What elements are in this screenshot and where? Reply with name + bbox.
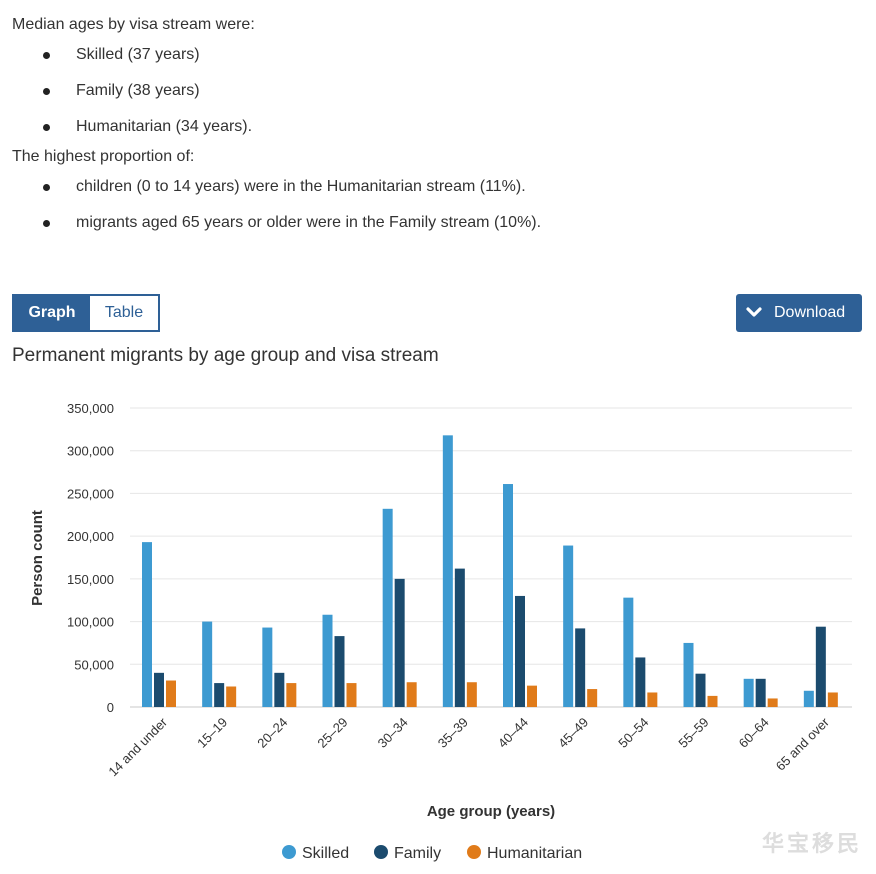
x-tick-label: 55–59 (675, 715, 711, 751)
bar-skilled-4 (382, 508, 393, 707)
x-tick-label: 35–39 (435, 715, 471, 751)
bar-family-1 (214, 683, 225, 707)
bar-skilled-9 (683, 642, 694, 707)
y-tick-label: 0 (107, 700, 114, 715)
bar-skilled-0 (142, 542, 152, 707)
bar-family-10 (755, 678, 766, 707)
bar-humanitarian-0 (166, 680, 176, 707)
x-tick-label: 15–19 (194, 715, 230, 751)
view-toggle: Graph Table (12, 294, 160, 332)
bar-skilled-7 (563, 545, 574, 707)
y-tick-label: 100,000 (67, 615, 114, 630)
list-item: Family (38 years) (12, 73, 541, 109)
x-tick-label: 30–34 (375, 715, 411, 751)
bar-family-9 (695, 673, 706, 707)
list-item: children (0 to 14 years) were in the Hum… (12, 169, 541, 205)
bar-family-3 (334, 636, 345, 707)
intro-text: Median ages by visa stream were: Skilled… (12, 13, 541, 241)
x-tick-label: 25–29 (314, 715, 350, 751)
bar-humanitarian-2 (286, 683, 297, 707)
median-ages-heading: Median ages by visa stream were: (12, 16, 255, 33)
median-ages-list: Skilled (37 years) Family (38 years) Hum… (12, 37, 541, 145)
bar-skilled-2 (262, 627, 273, 707)
bar-humanitarian-10 (767, 698, 778, 707)
bar-humanitarian-3 (346, 683, 357, 707)
bar-humanitarian-9 (707, 695, 718, 707)
bar-humanitarian-5 (466, 682, 477, 707)
bar-skilled-3 (322, 614, 333, 707)
tab-graph[interactable]: Graph (14, 296, 90, 330)
bar-skilled-1 (202, 621, 213, 707)
highest-proportion-heading: The highest proportion of: (12, 148, 195, 165)
bar-humanitarian-1 (226, 686, 237, 707)
bar-family-2 (274, 672, 285, 707)
y-tick-label: 350,000 (67, 401, 114, 416)
x-tick-label: 40–44 (495, 715, 531, 751)
y-tick-label: 200,000 (67, 529, 114, 544)
y-tick-label: 50,000 (74, 657, 114, 672)
legend-marker-family (374, 845, 388, 859)
chart-title: Permanent migrants by age group and visa… (12, 345, 439, 366)
x-tick-label: 20–24 (254, 715, 290, 751)
bar-humanitarian-6 (527, 685, 537, 707)
y-tick-label: 250,000 (67, 486, 114, 501)
x-tick-label: 60–64 (736, 715, 772, 751)
bar-family-8 (635, 657, 646, 707)
tab-table[interactable]: Table (90, 296, 158, 330)
list-item: Humanitarian (34 years). (12, 109, 541, 145)
legend-label-family: Family (394, 845, 441, 862)
x-tick-label: 50–54 (615, 715, 651, 751)
download-button[interactable]: Download (736, 294, 862, 332)
bar-skilled-11 (803, 690, 814, 707)
bar-humanitarian-8 (647, 692, 658, 707)
legend-label-humanitarian: Humanitarian (487, 845, 582, 862)
bar-family-11 (815, 626, 826, 707)
y-tick-label: 150,000 (67, 572, 114, 587)
bar-humanitarian-4 (406, 682, 417, 707)
bar-skilled-10 (743, 678, 754, 707)
bar-family-6 (515, 595, 525, 707)
x-axis-title: Age group (years) (427, 803, 555, 820)
x-tick-label: 65 and over (773, 714, 833, 774)
list-item: migrants aged 65 years or older were in … (12, 205, 541, 241)
x-tick-label: 14 and under (105, 714, 170, 779)
legend-marker-humanitarian (467, 845, 481, 859)
y-axis-title: Person count (29, 510, 46, 606)
legend-label-skilled: Skilled (302, 845, 349, 862)
bar-skilled-5 (442, 435, 453, 707)
y-tick-label: 300,000 (67, 444, 114, 459)
chevron-down-icon (746, 307, 766, 319)
watermark: 华宝移民 (761, 831, 862, 857)
x-tick-label: 45–49 (555, 715, 591, 751)
bar-family-4 (394, 578, 405, 707)
bar-family-5 (454, 568, 465, 707)
bar-family-0 (154, 672, 164, 707)
legend-marker-skilled (282, 845, 296, 859)
bar-family-7 (575, 628, 586, 707)
list-item: Skilled (37 years) (12, 37, 541, 73)
bar-humanitarian-11 (827, 692, 838, 707)
bar-chart: 0 50,000 100,000 150,000 200,000 250,000 300,0… (29, 401, 852, 862)
download-label: Download (774, 304, 846, 321)
bar-skilled-8 (623, 597, 634, 707)
bar-humanitarian-7 (587, 689, 598, 707)
highest-proportion-list: children (0 to 14 years) were in the Hum… (12, 169, 541, 241)
bar-skilled-6 (503, 484, 513, 707)
